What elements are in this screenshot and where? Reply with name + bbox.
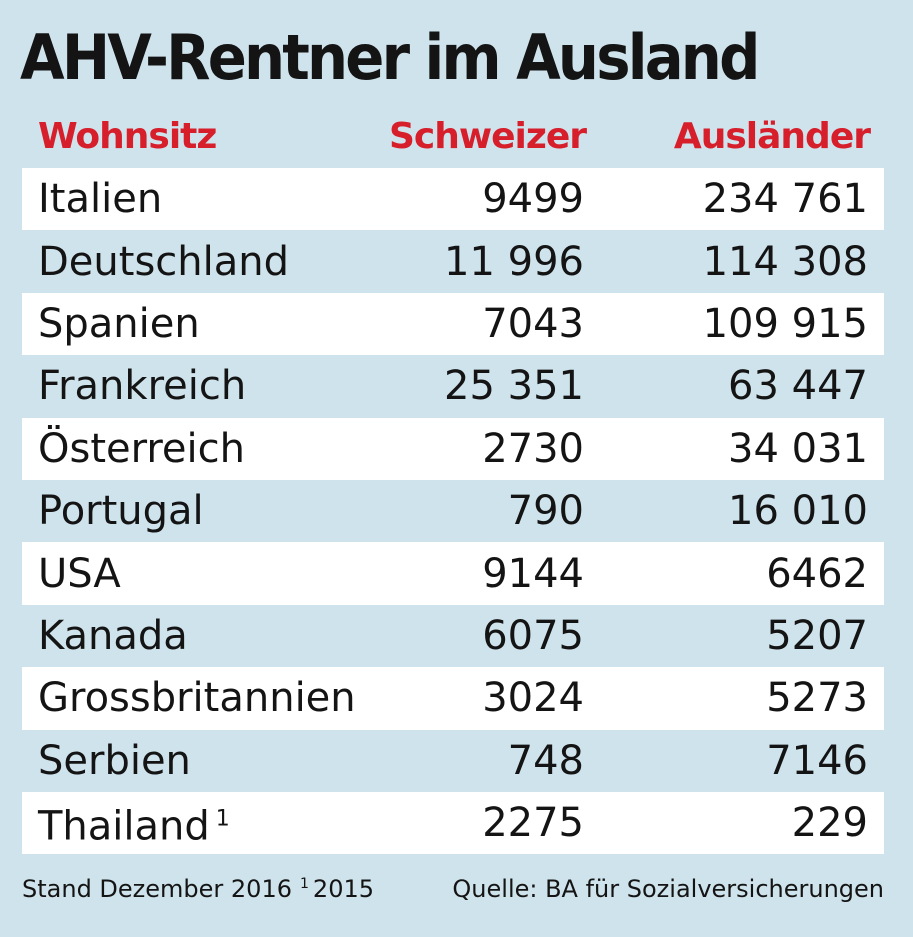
data-table: Italien 9499 234 761 Deutschland 11 996 114 3… — [22, 168, 884, 855]
cell-schweizer: 3024 — [482, 675, 584, 722]
cell-country: Serbien — [38, 737, 191, 785]
cell-country: Portugal — [38, 487, 204, 535]
cell-schweizer: 790 — [507, 488, 584, 535]
country-name: Spanien — [38, 300, 200, 347]
table-row: Deutschland 11 996 114 308 — [22, 230, 884, 292]
table-row: USA 9144 6462 — [22, 542, 884, 605]
country-name: USA — [38, 550, 121, 597]
cell-schweizer: 9144 — [482, 550, 584, 597]
cell-country: Thailand 1 — [38, 795, 230, 850]
footer-note: Stand Dezember 2016 1 2015 — [22, 875, 374, 903]
country-name: Thailand — [38, 803, 210, 850]
cell-auslaender: 63 447 — [728, 363, 868, 410]
country-name: Serbien — [38, 737, 191, 784]
table-row: Serbien 748 7146 — [22, 730, 884, 792]
table-row: Portugal 790 16 010 — [22, 480, 884, 542]
cell-auslaender: 7146 — [766, 737, 868, 784]
cell-auslaender: 16 010 — [728, 488, 868, 535]
cell-country: Österreich — [38, 425, 245, 473]
cell-country: Deutschland — [38, 238, 289, 286]
cell-schweizer: 9499 — [482, 176, 584, 223]
country-name: Kanada — [38, 612, 188, 659]
country-name: Deutschland — [38, 238, 289, 285]
cell-auslaender: 34 031 — [728, 425, 868, 472]
table-row: Italien 9499 234 761 — [22, 168, 884, 231]
cell-auslaender: 234 761 — [702, 176, 868, 223]
table-row: Frankreich 25 351 63 447 — [22, 355, 884, 417]
table-header: Wohnsitz Schweizer Ausländer — [22, 112, 884, 162]
cell-schweizer: 7043 — [482, 300, 584, 347]
table-row: Spanien 7043 109 915 — [22, 292, 884, 356]
cell-country: Kanada — [38, 612, 188, 660]
footer-stand: Stand Dezember 2016 — [22, 875, 292, 903]
country-name: Grossbritannien — [38, 675, 356, 722]
cell-schweizer: 11 996 — [444, 238, 584, 285]
cell-auslaender: 5273 — [766, 675, 868, 722]
column-header-schweizer: Schweizer — [388, 116, 587, 157]
table-row: Thailand 1 2275 229 — [22, 791, 884, 855]
cell-auslaender: 109 915 — [702, 300, 868, 347]
cell-country: Spanien — [38, 300, 200, 348]
cell-auslaender: 229 — [791, 800, 868, 847]
footer-note-year: 2015 — [312, 875, 374, 903]
table-row: Kanada 6075 5207 — [22, 605, 884, 667]
table-row: Grossbritannien 3024 5273 — [22, 667, 884, 730]
cell-schweizer: 25 351 — [444, 363, 584, 410]
chart-title: AHV-Rentner im Ausland — [20, 21, 760, 94]
cell-auslaender: 5207 — [766, 612, 868, 659]
cell-auslaender: 114 308 — [702, 238, 868, 285]
country-name: Österreich — [38, 425, 245, 472]
cell-schweizer: 2730 — [482, 425, 584, 472]
cell-country: Grossbritannien — [38, 674, 356, 722]
cell-country: USA — [38, 550, 121, 598]
cell-schweizer: 748 — [507, 737, 584, 784]
column-header-wohnsitz: Wohnsitz — [38, 116, 217, 157]
cell-schweizer: 2275 — [482, 800, 584, 847]
footer-source: Quelle: BA für Sozialversicherungen — [452, 875, 884, 903]
cell-auslaender: 6462 — [766, 550, 868, 597]
column-header-auslaender: Ausländer — [673, 116, 871, 157]
cell-country: Frankreich — [38, 362, 246, 410]
country-name: Italien — [38, 176, 163, 223]
country-name: Frankreich — [38, 363, 247, 410]
cell-country: Italien — [38, 175, 162, 223]
footnote-marker: 1 — [215, 806, 230, 832]
footer-note-marker: 1 — [300, 876, 309, 892]
country-name: Portugal — [38, 488, 204, 535]
cell-schweizer: 6075 — [482, 612, 584, 659]
table-row: Österreich 2730 34 031 — [22, 417, 884, 480]
